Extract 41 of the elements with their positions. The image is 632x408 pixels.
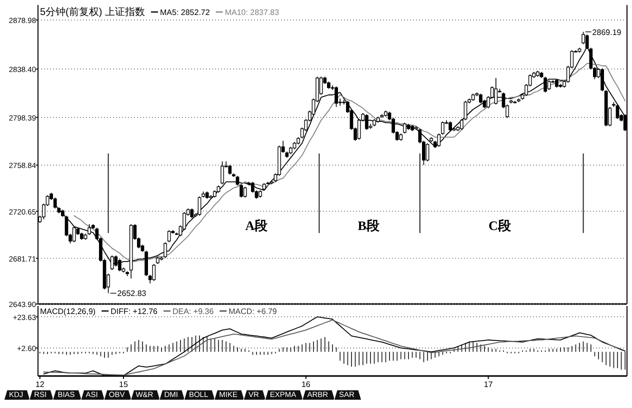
candlestick [403,122,406,134]
candlestick [220,160,224,185]
candlestick [164,242,167,258]
legend-item: MA5: 2852.72 [151,8,210,17]
candlestick [198,196,202,216]
candlestick [365,114,368,130]
candlestick [479,93,482,104]
legend-label: DEA: +9.36 [172,307,214,316]
annotation: 2869.19 [592,28,622,37]
chart-title: 5分钟(前复权) 上证指数 [40,6,145,18]
candlestick [167,230,171,243]
candlestick [228,164,232,176]
x-tick-label: 17 [484,380,494,389]
chart-title: MACD(12,26,9) [40,307,96,316]
candlestick [582,31,585,45]
x-tick-label: 12 [35,380,45,389]
legend-label: MACD: +6.79 [228,307,278,316]
candlestick [72,226,76,243]
candlestick [152,264,156,282]
candlestick [494,78,498,105]
annotation: C段 [488,218,512,234]
candlestick [243,186,247,198]
legend-item: MACD: +6.79 [220,307,277,316]
candlestick [190,208,194,219]
candlestick [547,80,551,90]
annotation: 2652.83 [117,289,147,298]
candlestick [88,224,91,236]
candlestick [426,142,430,162]
legend-item: MA10: 2837.83 [216,8,280,17]
candlestick [334,86,338,108]
candlestick [460,118,464,130]
x-tick-label: 15 [119,380,128,389]
annotation: A段 [245,218,269,234]
legend-item: DEA: +9.36 [164,307,214,316]
legend-label: DIFF: +12.76 [110,307,158,316]
candlestick [448,121,452,132]
x-tick-label: 16 [301,380,311,389]
candlestick [544,76,547,93]
legend-label: MA5: 2852.72 [160,8,210,17]
annotation: B段 [358,218,380,234]
legend-item: DIFF: +12.76 [102,307,158,316]
